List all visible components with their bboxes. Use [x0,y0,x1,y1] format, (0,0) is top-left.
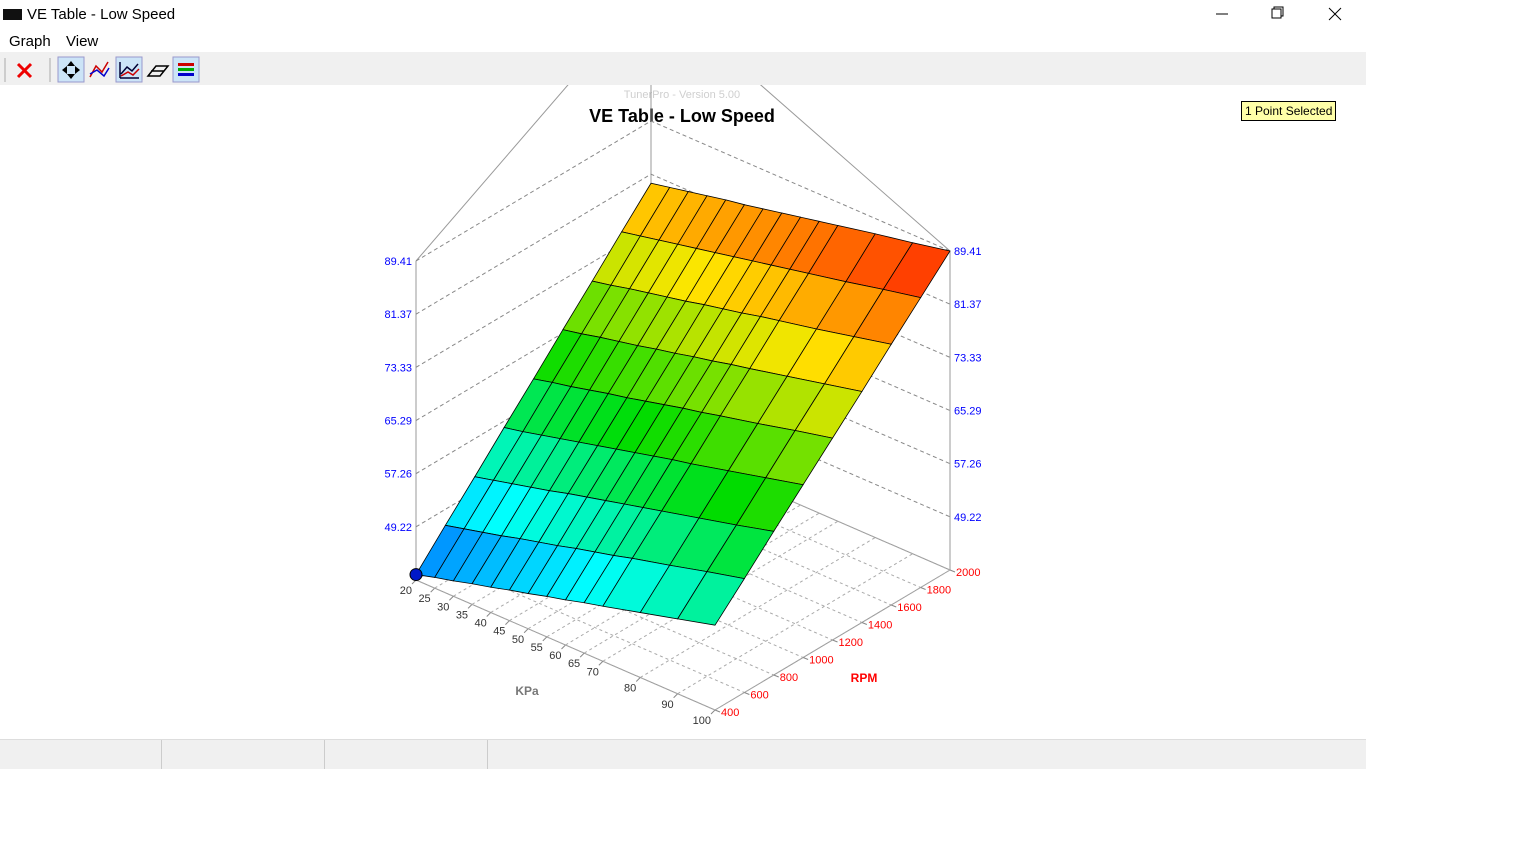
x-axis-label: KPa [515,684,539,698]
tick-mark [467,604,473,609]
window: VE Table - Low Speed Graph View TunerPro… [0,0,1366,769]
window-title: VE Table - Low Speed [27,6,176,23]
window-controls[interactable] [1206,0,1366,30]
x-tick-label: 70 [587,666,599,678]
watermark: TunerPro - Version 5.00 [624,89,740,101]
tick-mark [635,677,641,682]
tick-mark [449,595,454,601]
z-tick-label: 81.37 [954,299,982,311]
surface-chart: TunerPro - Version 5.00 VE Table - Low Sp… [384,85,982,727]
tick-mark [920,587,926,590]
toolbar [0,52,1366,85]
grid-line [415,120,951,262]
z-tick-label: 57.26 [954,459,982,471]
tick-mark [773,674,779,678]
selected-point [409,568,423,582]
tick-mark [949,569,956,573]
x-tick-label: 30 [437,601,449,613]
tick-mark [744,692,750,695]
y-tick-label: 1200 [839,637,863,649]
tick-mark [561,644,566,650]
z-tick-label: 81.37 [384,309,412,321]
status-pane [162,740,325,769]
tick-mark [505,620,510,625]
y-tick-label: 1600 [897,602,921,614]
z-tick-label: 65.29 [384,416,412,428]
y-tick-label: 400 [721,707,739,719]
box-edge [760,85,951,252]
selection-badge: 1 Point Selected [1241,101,1337,121]
z-tick-label: 73.33 [384,362,412,374]
y-tick-label: 1400 [868,620,892,632]
status-bar [0,739,1366,769]
x-tick-label: 60 [549,650,561,662]
title-bar: VE Table - Low Speed [0,0,1366,30]
z-tick-label: 73.33 [954,352,982,364]
y-tick-label: 1800 [927,585,951,597]
chart-title: VE Table - Low Speed [589,106,775,126]
surface-cell [676,571,746,626]
y-tick-label: 1000 [809,655,833,667]
status-pane [0,740,162,769]
x-tick-label: 100 [693,715,711,727]
tick-mark [523,628,529,634]
tick-mark [430,587,436,593]
x-tick-label: 35 [456,609,468,621]
x-tick-label: 25 [418,593,430,605]
x-tick-label: 40 [475,618,487,630]
status-pane [325,740,488,769]
grid-line [415,579,716,711]
tick-mark [802,657,809,660]
z-tick-label: 57.26 [384,469,412,481]
z-tick-label: 65.29 [954,406,982,418]
x-tick-label: 80 [624,683,636,695]
tick-mark [832,639,838,643]
tick-mark [542,636,548,642]
app-icon [3,9,22,20]
tick-mark [710,709,716,715]
z-tick-label: 89.41 [384,256,412,268]
menu-item[interactable]: View [66,33,99,50]
tick-mark [891,604,897,608]
menu-bar: Graph View [0,30,1366,52]
x-tick-label: 45 [493,626,505,638]
y-tick-label: 800 [780,672,798,684]
menu-item[interactable]: Graph [9,33,51,50]
y-axis-label: RPM [851,671,878,685]
x-tick-label: 55 [531,642,543,654]
tick-mark [486,612,492,617]
toolbar-icons[interactable] [0,52,210,85]
x-tick-label: 20 [400,585,412,597]
x-tick-label: 90 [661,699,673,711]
y-tick-label: 600 [750,690,768,702]
tick-mark [861,622,868,625]
tick-mark [714,709,721,713]
x-tick-label: 50 [512,634,524,646]
z-tick-label: 89.41 [954,246,982,258]
box-edge [415,85,569,262]
z-tick-label: 49.22 [384,522,412,534]
tick-mark [598,660,604,666]
x-tick-label: 65 [568,658,580,670]
y-tick-label: 2000 [956,567,980,579]
z-tick-label: 49.22 [954,512,982,524]
tick-mark [673,693,678,699]
tick-mark [579,652,585,658]
